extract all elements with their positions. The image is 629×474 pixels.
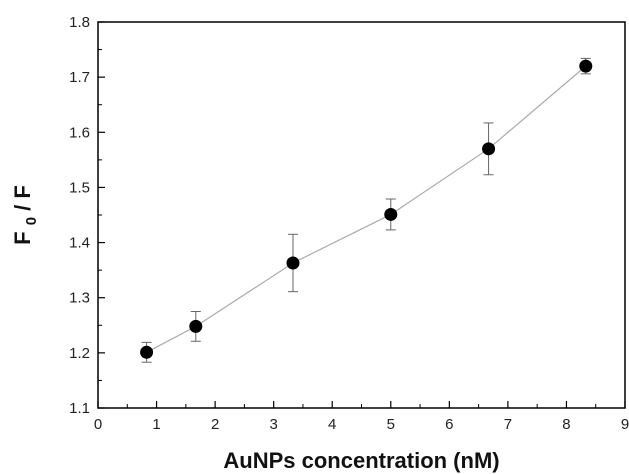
y-tick-label: 1.3 [69,290,90,307]
y-tick-label: 1.8 [69,14,90,31]
y-axis-title-main: F [10,231,35,244]
x-tick-label: 8 [562,416,570,433]
data-point [482,142,496,156]
x-tick-label: 0 [94,416,102,433]
data-point [286,256,300,270]
x-tick-label: 4 [328,416,336,433]
plot-frame [97,21,626,409]
data-point [140,345,154,359]
data-point [189,319,203,333]
y-tick-label: 1.7 [69,69,90,86]
y-tick-label: 1.2 [69,345,90,362]
x-tick-label: 7 [504,416,512,433]
x-tick-label: 1 [152,416,160,433]
y-axis-title: F 0 / F [10,185,41,245]
y-tick-label: 1.1 [69,400,90,417]
series-line [146,65,587,353]
y-axis-title-sub: 0 [23,217,40,225]
x-tick-label: 5 [387,416,395,433]
y-tick-label: 1.5 [69,179,90,196]
x-tick-label: 9 [621,416,629,433]
x-axis-title: AuNPs concentration (nM) [223,448,499,473]
y-axis-title-rest: / F [10,185,35,211]
x-tick-label: 2 [211,416,219,433]
y-tick-label: 1.6 [69,124,90,141]
y-axis-ticks: 1.1 1.2 1.3 1.4 1.5 1.6 1.7 1.8 [69,14,105,417]
y-tick-label: 1.4 [69,235,90,252]
data-point [384,207,398,221]
x-tick-label: 3 [269,416,277,433]
x-axis-ticks: 0 1 2 3 4 5 6 7 8 9 [94,401,629,433]
data-point [579,59,593,73]
x-tick-label: 6 [445,416,453,433]
plot-area [140,57,593,363]
